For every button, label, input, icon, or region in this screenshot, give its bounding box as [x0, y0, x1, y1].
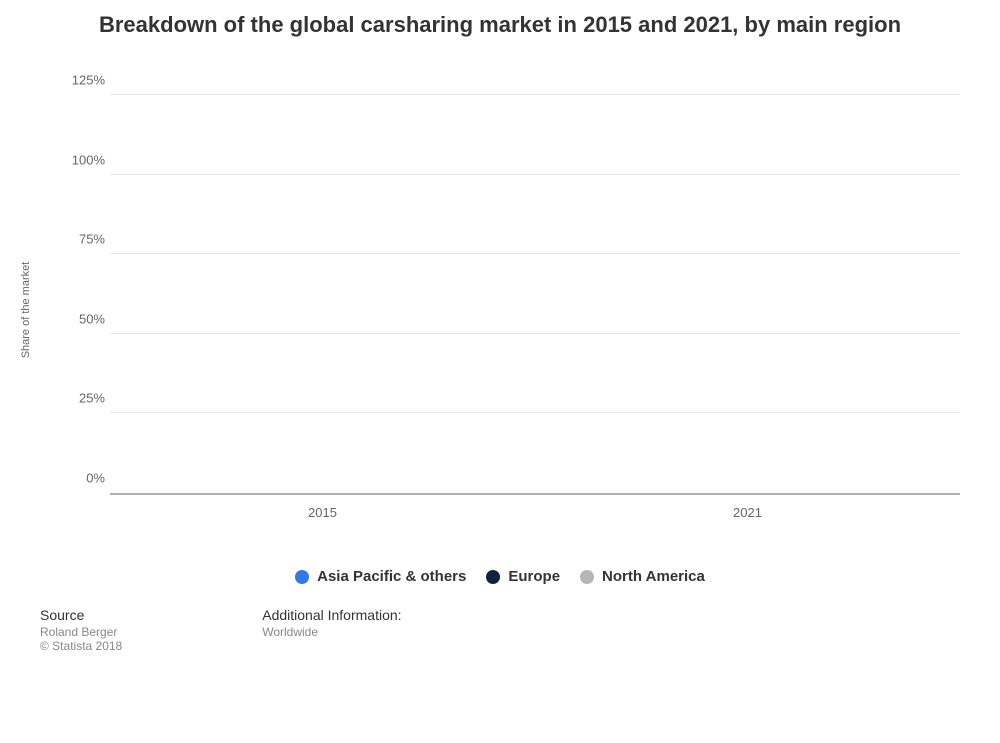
legend-swatch — [295, 570, 309, 584]
y-tick: 25% — [60, 391, 105, 406]
legend-swatch — [486, 570, 500, 584]
chart-title: Breakdown of the global carsharing marke… — [0, 0, 1000, 40]
x-tick: 2015 — [110, 493, 535, 520]
x-tick: 2021 — [535, 493, 960, 520]
source-block: Source Roland Berger © Statista 2018 — [40, 607, 122, 653]
legend: Asia Pacific & others Europe North America — [0, 568, 1000, 588]
bar-slot: 2021 — [535, 95, 960, 493]
y-tick: 125% — [60, 73, 105, 88]
info-line-1: Worldwide — [262, 625, 401, 639]
plot-area: 20152021 0%25%50%75%100%125% — [110, 95, 960, 495]
source-line-1: Roland Berger — [40, 625, 122, 639]
legend-label: Europe — [508, 568, 560, 585]
y-axis-label: Share of the market — [20, 262, 32, 359]
y-tick: 50% — [60, 311, 105, 326]
grid-line — [110, 253, 960, 254]
y-tick: 75% — [60, 232, 105, 247]
y-tick: 0% — [60, 471, 105, 486]
legend-label: Asia Pacific & others — [317, 568, 466, 585]
info-head: Additional Information: — [262, 607, 401, 623]
source-line-2: © Statista 2018 — [40, 639, 122, 653]
footer: Source Roland Berger © Statista 2018 Add… — [40, 607, 960, 653]
legend-item: Asia Pacific & others — [295, 568, 466, 585]
legend-item: Europe — [486, 568, 560, 585]
grid-line — [110, 94, 960, 95]
bars-container: 20152021 — [110, 95, 960, 493]
y-tick: 100% — [60, 152, 105, 167]
legend-swatch — [580, 570, 594, 584]
source-head: Source — [40, 607, 122, 623]
legend-item: North America — [580, 568, 705, 585]
grid-line — [110, 412, 960, 413]
grid-line — [110, 333, 960, 334]
grid-line — [110, 174, 960, 175]
legend-label: North America — [602, 568, 705, 585]
chart-area: Share of the market 20152021 0%25%50%75%… — [50, 95, 970, 525]
bar-slot: 2015 — [110, 95, 535, 493]
info-block: Additional Information: Worldwide — [262, 607, 401, 653]
